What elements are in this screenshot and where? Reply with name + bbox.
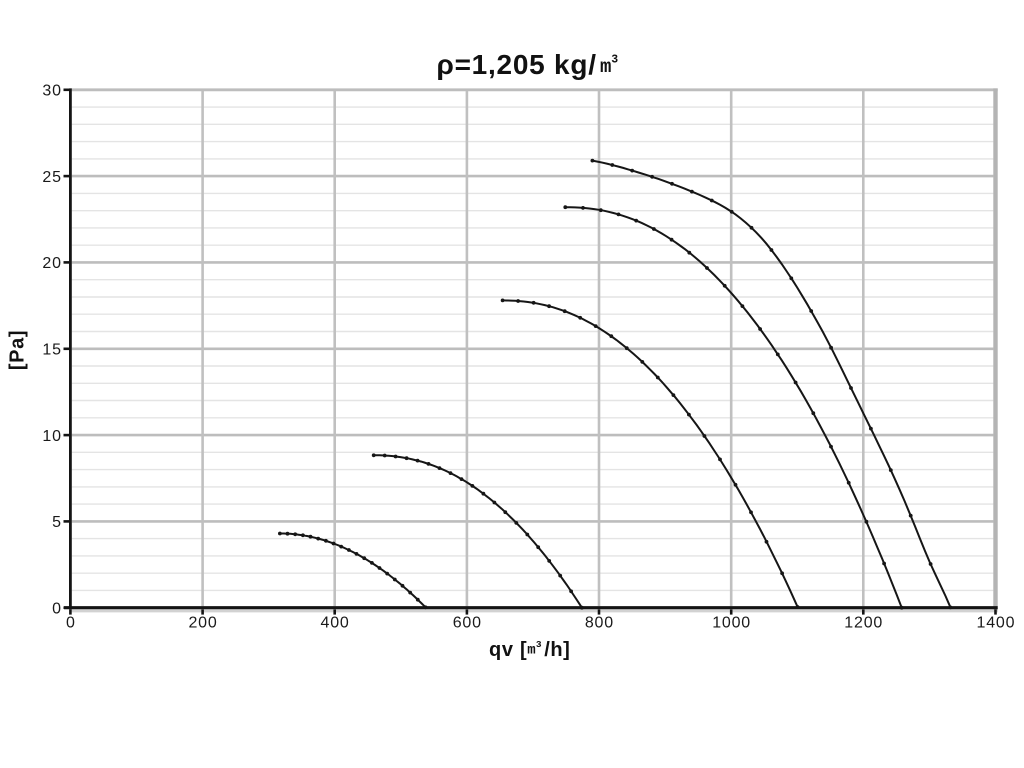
svg-text:30: 30: [42, 83, 61, 100]
svg-text:/h]: /h]: [544, 639, 570, 661]
svg-text:15: 15: [42, 342, 61, 359]
svg-text:1200: 1200: [844, 615, 883, 632]
svg-text:20: 20: [42, 255, 61, 272]
svg-text:3: 3: [536, 639, 542, 650]
svg-text:600: 600: [453, 615, 482, 632]
svg-text:[Pa]: [Pa]: [7, 330, 29, 370]
svg-text:0: 0: [66, 615, 76, 632]
svg-text:1400: 1400: [977, 615, 1016, 632]
svg-text:25: 25: [42, 169, 61, 186]
svg-text:800: 800: [585, 615, 614, 632]
svg-text:m: m: [600, 56, 611, 78]
svg-text:400: 400: [321, 615, 350, 632]
svg-text:10: 10: [42, 428, 61, 445]
svg-text:200: 200: [188, 615, 217, 632]
svg-text:qv [: qv [: [489, 639, 527, 661]
svg-text:3: 3: [611, 53, 618, 66]
svg-text:1000: 1000: [712, 615, 751, 632]
svg-text:5: 5: [52, 514, 62, 531]
svg-text:ρ=1,205 kg/: ρ=1,205 kg/: [437, 49, 597, 80]
svg-text:0: 0: [52, 600, 62, 617]
svg-text:m: m: [527, 643, 535, 659]
